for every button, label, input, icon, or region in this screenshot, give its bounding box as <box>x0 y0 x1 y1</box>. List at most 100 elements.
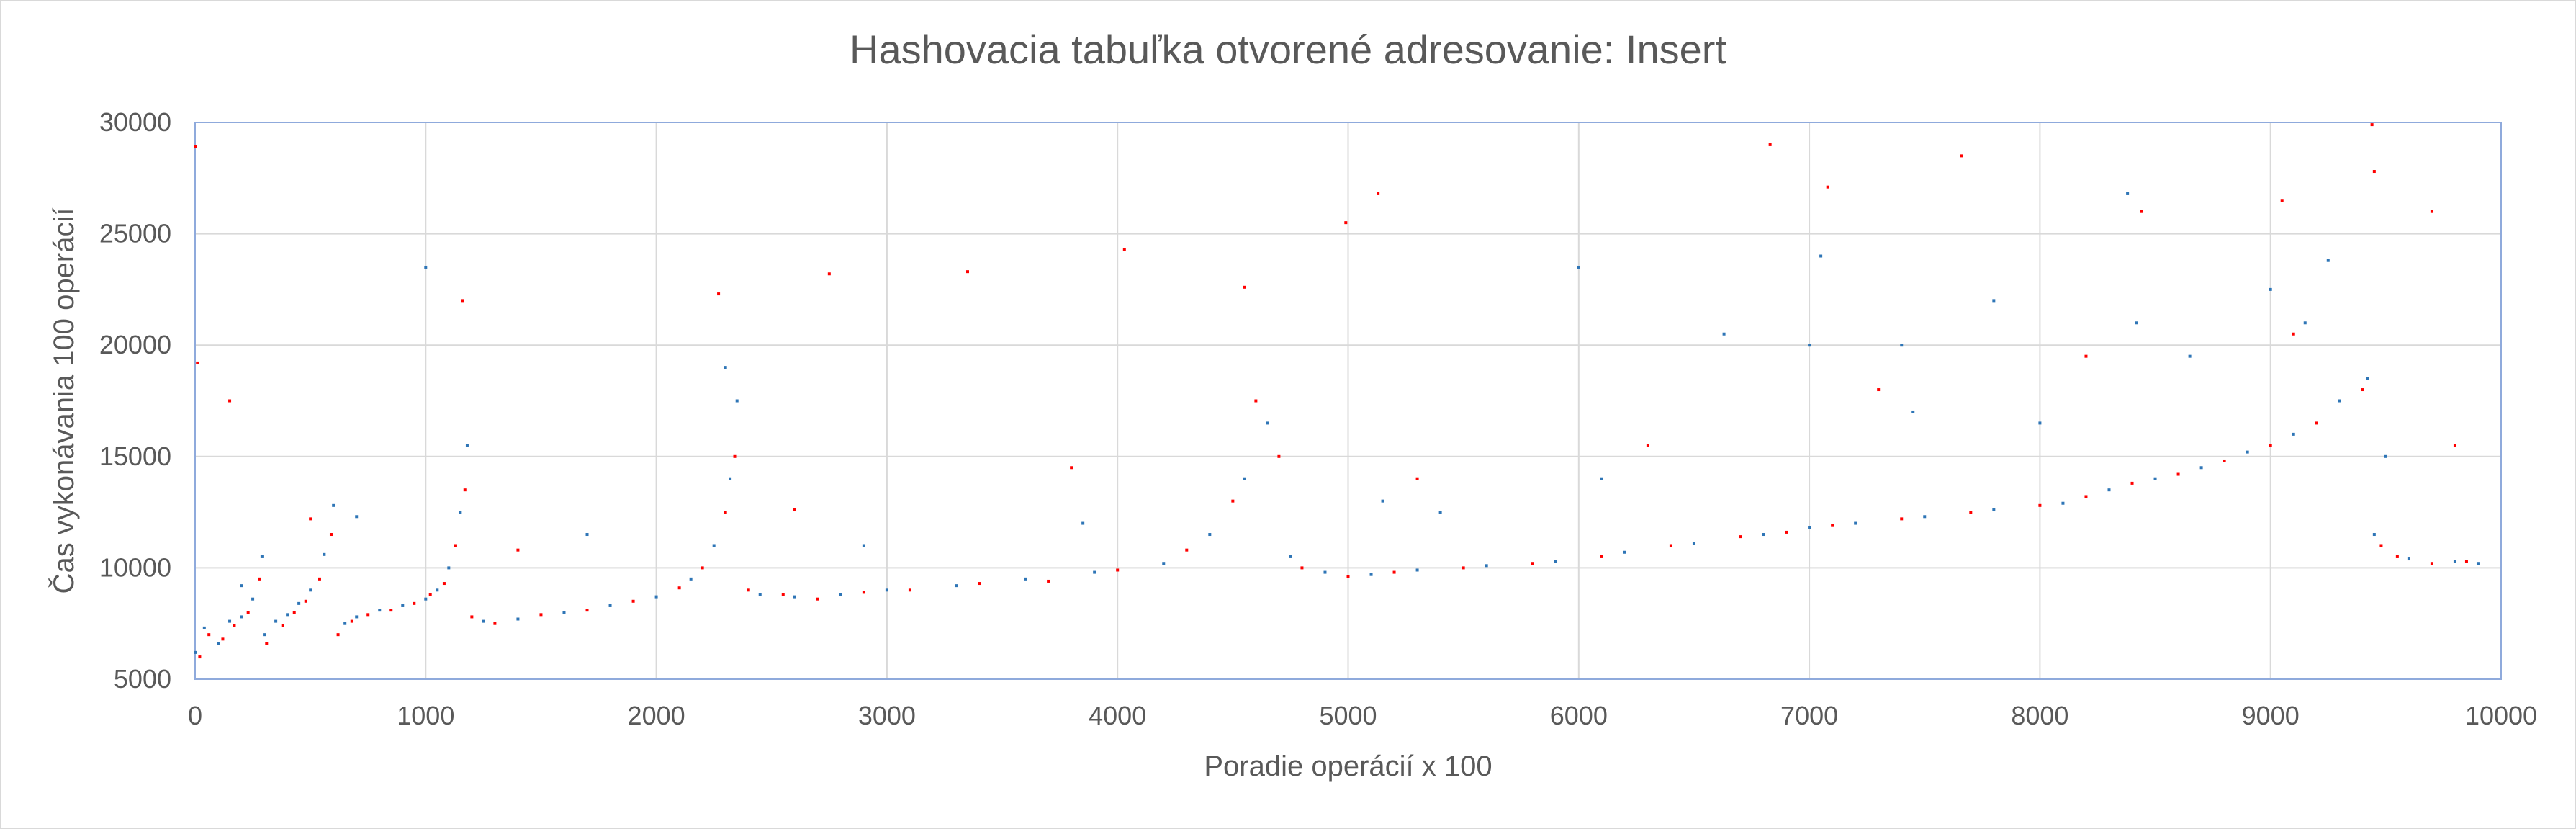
data-point-series-2 <box>717 292 721 296</box>
data-point-series-2 <box>2372 170 2376 174</box>
data-point-series-1 <box>954 584 958 588</box>
data-point-series-2 <box>366 613 370 617</box>
data-point-series-1 <box>724 366 727 369</box>
data-point-series-1 <box>323 552 326 556</box>
data-point-series-1 <box>1911 410 1915 413</box>
data-point-series-1 <box>459 511 462 514</box>
data-point-series-1 <box>1854 521 1857 525</box>
data-point-series-1 <box>1623 550 1626 554</box>
data-point-series-2 <box>2370 123 2374 127</box>
data-point-series-2 <box>1900 517 1904 521</box>
data-point-series-2 <box>1600 555 1603 558</box>
data-point-series-1 <box>343 622 347 625</box>
data-point-series-2 <box>908 588 911 592</box>
data-point-series-2 <box>516 548 520 552</box>
data-point-series-1 <box>1289 555 1292 558</box>
data-point-series-2 <box>1185 548 1189 552</box>
data-point-series-1 <box>447 566 451 570</box>
data-point-series-2 <box>246 611 250 614</box>
data-point-series-1 <box>2292 432 2295 436</box>
data-point-series-2 <box>1531 562 1534 565</box>
data-point-series-1 <box>1208 533 1212 537</box>
data-point-series-2 <box>336 633 340 637</box>
data-point-series-1 <box>2366 377 2369 380</box>
data-point-series-1 <box>729 477 732 480</box>
data-point-series-2 <box>781 593 785 596</box>
x-tick-label: 2000 <box>628 701 685 730</box>
y-axis-title: Čas vykonávania 100 operácií <box>48 208 80 594</box>
data-point-series-1 <box>424 597 428 601</box>
data-point-series-1 <box>1600 477 1603 480</box>
data-point-series-2 <box>2395 555 2399 558</box>
data-point-series-2 <box>1739 535 1742 539</box>
data-point-series-2 <box>1122 248 1126 251</box>
data-point-series-2 <box>793 508 796 512</box>
data-point-series-1 <box>1692 542 1695 545</box>
plot-area-border <box>194 122 2502 680</box>
data-point-series-2 <box>1377 192 1380 195</box>
data-point-series-1 <box>228 619 232 623</box>
data-point-series-2 <box>413 601 416 605</box>
x-tick-label: 1000 <box>397 701 454 730</box>
data-point-series-2 <box>701 566 704 570</box>
y-tick-label: 30000 <box>99 107 171 137</box>
data-point-series-1 <box>482 619 485 623</box>
x-tick-label: 7000 <box>1780 701 1838 730</box>
data-point-series-2 <box>2280 199 2284 202</box>
data-point-series-2 <box>1831 524 1834 527</box>
x-axis-title: Poradie operácií x 100 <box>1204 750 1492 782</box>
data-point-series-1 <box>2107 488 2111 492</box>
data-point-series-1 <box>862 544 865 547</box>
data-point-series-1 <box>2153 477 2157 480</box>
data-point-series-1 <box>1093 570 1096 574</box>
data-point-series-1 <box>2188 354 2192 358</box>
data-point-series-1 <box>2126 192 2130 195</box>
data-point-series-2 <box>2379 544 2383 547</box>
data-point-series-2 <box>733 454 737 458</box>
data-point-series-2 <box>442 582 446 586</box>
data-point-series-2 <box>1231 499 1235 503</box>
data-point-series-2 <box>827 272 831 276</box>
data-point-series-1 <box>562 611 566 614</box>
data-point-series-2 <box>258 577 261 581</box>
x-tick-label: 4000 <box>1089 701 1146 730</box>
data-point-series-2 <box>2140 210 2143 213</box>
data-point-series-2 <box>309 517 312 521</box>
x-tick-label: 5000 <box>1319 701 1377 730</box>
data-point-series-1 <box>885 588 888 592</box>
y-axis-tick-labels: 5000 10000 15000 20000 25000 30000 <box>99 107 171 694</box>
data-point-series-1 <box>1415 568 1419 572</box>
data-point-series-1 <box>608 604 612 607</box>
data-point-series-1 <box>2246 450 2249 454</box>
data-point-series-1 <box>1808 526 1811 529</box>
data-point-series-1 <box>1923 515 1927 519</box>
data-point-series-1 <box>2269 287 2272 291</box>
data-point-series-2 <box>1646 444 1649 447</box>
data-point-series-1 <box>2303 321 2307 325</box>
data-point-series-1 <box>1243 477 1246 480</box>
x-tick-label: 0 <box>188 701 202 730</box>
data-point-series-1 <box>585 533 589 537</box>
data-point-series-1 <box>378 609 382 612</box>
data-point-series-1 <box>654 595 658 599</box>
data-point-series-2 <box>1392 570 1396 574</box>
data-point-series-1 <box>839 593 842 596</box>
data-point-series-2 <box>461 299 464 303</box>
data-point-series-2 <box>1243 285 1246 289</box>
data-point-series-1 <box>1554 560 1557 563</box>
data-point-series-2 <box>470 615 474 619</box>
data-point-series-2 <box>2292 332 2295 336</box>
x-tick-label: 6000 <box>1550 701 1608 730</box>
data-point-series-2 <box>966 270 970 274</box>
data-point-series-1 <box>2135 321 2138 325</box>
data-point-series-1 <box>1992 508 1996 512</box>
data-point-series-2 <box>1254 399 1258 403</box>
chart-title: Hashovacia tabuľka otvorené adresovanie:… <box>850 27 1726 72</box>
data-points <box>194 123 2480 659</box>
data-point-series-1 <box>758 593 762 596</box>
data-point-series-1 <box>1369 573 1373 576</box>
data-point-series-2 <box>1826 185 1829 189</box>
data-point-series-2 <box>1047 579 1050 583</box>
data-point-series-2 <box>2176 472 2180 476</box>
